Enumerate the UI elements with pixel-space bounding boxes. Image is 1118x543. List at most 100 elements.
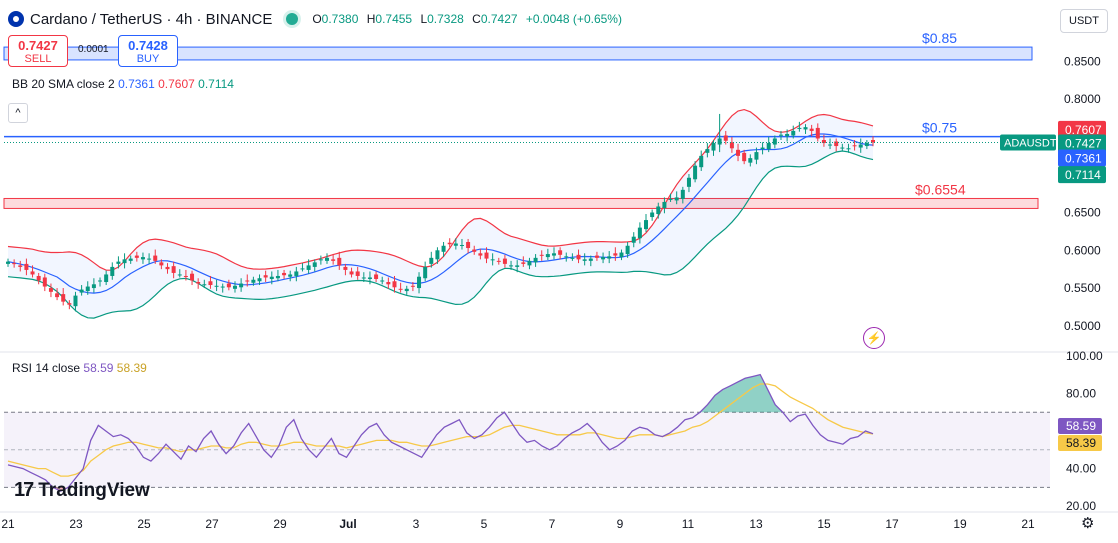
price-badge-2: [1058, 149, 1106, 167]
ohlc-o-label: O: [312, 12, 322, 26]
candle-body: [190, 273, 195, 281]
candle-body: [417, 276, 422, 289]
time-tick-label: 9: [617, 517, 624, 531]
ohlc-c-label: C: [472, 12, 481, 26]
gear-icon[interactable]: ⚙: [1081, 515, 1095, 532]
candle-body: [140, 257, 145, 260]
sell-price: 0.7427: [18, 38, 58, 53]
candle-body: [644, 220, 649, 230]
candle-body: [79, 289, 84, 293]
candle-body: [631, 236, 636, 243]
symbol-title[interactable]: Cardano / TetherUS · 4h · BINANCE: [30, 10, 273, 28]
candle-body: [650, 212, 655, 218]
candle-body: [202, 284, 207, 286]
candle-body: [153, 255, 158, 261]
candle-body: [686, 177, 691, 187]
sell-button[interactable]: 0.7427 SELL: [8, 35, 68, 67]
candle-body: [551, 253, 556, 256]
candle-body: [251, 279, 256, 283]
candle-body: [232, 285, 237, 289]
candle-body: [380, 280, 385, 282]
candle-body: [318, 259, 323, 261]
candle-body: [306, 265, 311, 270]
candle-body: [785, 133, 790, 137]
rsi-line: [7, 373, 874, 492]
time-tick-label: 19: [953, 517, 967, 531]
buy-button[interactable]: 0.7428 BUY: [118, 35, 178, 67]
candle-body: [680, 189, 685, 199]
rsi-oversold-fill: [53, 487, 69, 492]
candle-body: [576, 254, 581, 260]
candle-body: [570, 257, 575, 259]
zone-1: [3, 197, 1039, 209]
currency-selector[interactable]: USDT: [1060, 9, 1108, 33]
candle-body: [533, 257, 538, 263]
bb-legend-upper: 0.7607: [158, 77, 195, 91]
candle-body: [12, 263, 17, 265]
price-badge-text-2: 0.7361: [1065, 151, 1102, 165]
candle-body: [177, 274, 182, 276]
candle-body: [288, 274, 293, 277]
candle-body: [404, 288, 409, 292]
candle-body: [766, 143, 771, 150]
candle-body: [275, 275, 280, 279]
candle-body: [24, 263, 29, 270]
candle-body: [729, 142, 734, 149]
tradingview-logo[interactable]: 17 TradingView: [14, 479, 150, 502]
candle-body: [55, 293, 60, 298]
bb-upper-line: [7, 108, 874, 271]
price-badge-0: [1058, 120, 1106, 138]
candle-body: [116, 261, 121, 264]
symbol-tag-text: ADAUSDT: [1004, 137, 1057, 149]
collapse-legend-chevron-up-icon[interactable]: ^: [8, 103, 28, 123]
candle-body: [539, 254, 544, 256]
time-tick-label: 29: [273, 517, 287, 531]
rsi-tick-label: 40.00: [1066, 462, 1096, 476]
candle-body: [325, 257, 330, 261]
candle-body: [239, 283, 244, 288]
candle-body: [453, 243, 458, 246]
candle-body: [815, 127, 820, 139]
lightning-bolt-icon[interactable]: ⚡: [863, 327, 885, 349]
candle-body: [778, 134, 783, 136]
zone-label-1: $0.6554: [915, 181, 966, 197]
candle-body: [588, 258, 593, 261]
time-tick-label: 7: [549, 517, 556, 531]
buy-label: BUY: [136, 53, 160, 65]
candle-body: [478, 253, 483, 256]
candle-body: [423, 266, 428, 279]
candle-body: [619, 252, 624, 258]
rsi-legend[interactable]: RSI 14 close 58.59 58.39: [12, 361, 147, 375]
candle-body: [6, 261, 10, 264]
price-tick-label: 0.6000: [1064, 243, 1101, 257]
ohlc-l-label: L: [420, 12, 428, 26]
candle-body: [257, 278, 262, 282]
candle-body: [300, 268, 305, 270]
ohlc-h: 0.7455: [375, 12, 413, 26]
candle-body: [42, 277, 47, 287]
rsi-legend-value: 58.59: [83, 361, 114, 375]
candle-body: [496, 260, 501, 262]
candle-body: [711, 143, 716, 151]
candle-body: [637, 227, 642, 239]
candle-body: [331, 259, 336, 261]
candles: [6, 121, 875, 312]
candle-body: [214, 285, 219, 287]
candle-body: [821, 140, 826, 144]
price-badge-text-1: 0.7427: [1065, 136, 1102, 150]
candle-body: [828, 144, 833, 146]
candle-body: [601, 257, 606, 260]
candle-body: [374, 274, 379, 279]
bb-basis-line: [7, 133, 874, 294]
candle-body: [429, 257, 434, 264]
ohlc-change: +0.0048 (+0.65%): [525, 12, 622, 26]
candle-body: [809, 128, 814, 131]
bb-legend[interactable]: BB 20 SMA close 2 0.7361 0.7607 0.7114: [12, 77, 234, 91]
market-status-dot-icon[interactable]: [286, 13, 299, 25]
time-tick-label: 27: [205, 517, 219, 531]
candle-body: [484, 252, 489, 259]
price-badge-text-0: 0.7607: [1065, 123, 1102, 137]
buy-price: 0.7428: [128, 38, 168, 53]
candle-body: [165, 266, 170, 270]
